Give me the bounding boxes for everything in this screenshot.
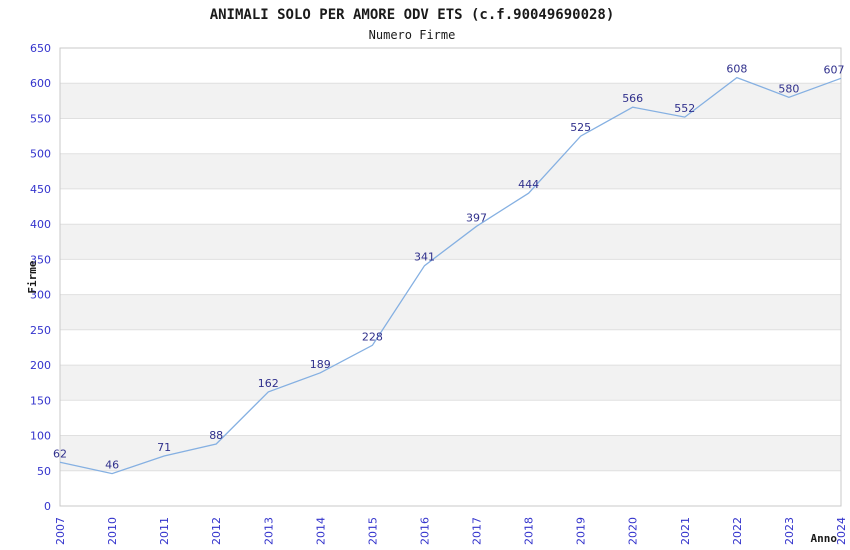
- chart-title: ANIMALI SOLO PER AMORE ODV ETS (c.f.9004…: [210, 7, 615, 23]
- x-tick-label: 2012: [210, 517, 223, 545]
- plot-band: [60, 188, 841, 225]
- x-axis-ticks: 2007 2010 2011 2012 2013 2014 2015 2016 2017 2018…: [54, 517, 848, 545]
- plot-border: [59, 47, 842, 507]
- plot-band: [60, 470, 841, 506]
- plot-band: [60, 48, 841, 84]
- data-line: [59, 76, 842, 475]
- y-tick-label: 500: [30, 148, 51, 161]
- x-tick-label: 2018: [523, 517, 536, 545]
- plot-band: [60, 400, 841, 436]
- x-tick-label: 2023: [783, 517, 796, 545]
- data-point-label: 341: [414, 251, 435, 264]
- data-point-label: 607: [824, 63, 845, 76]
- y-tick-label: 650: [30, 42, 51, 55]
- x-tick-label: 2014: [314, 517, 327, 545]
- plot-band: [60, 118, 841, 154]
- x-tick-label: 2022: [731, 517, 744, 545]
- x-tick-label: 2019: [575, 517, 588, 545]
- plot-band: [60, 224, 841, 260]
- data-point-label: 88: [209, 429, 223, 442]
- plot-band: [60, 435, 841, 471]
- y-tick-label: 150: [30, 394, 51, 407]
- data-point-label: 552: [674, 102, 695, 115]
- x-tick-label: 2024: [835, 517, 848, 545]
- y-tick-label: 550: [30, 113, 51, 126]
- data-point-label: 580: [778, 82, 799, 95]
- data-point-label: 189: [310, 358, 331, 371]
- x-tick-label: 2021: [679, 517, 692, 545]
- data-point-label: 46: [105, 459, 119, 472]
- plot-bands: [60, 48, 841, 506]
- data-point-label: 444: [518, 178, 539, 191]
- data-labels: 62 46 71 88 162 189 228 341 397 444 525 566 552 608 58…: [53, 63, 845, 472]
- data-point-label: 71: [157, 441, 171, 454]
- plot-band: [60, 365, 841, 401]
- data-point-label: 162: [258, 377, 279, 390]
- plot-band: [60, 83, 841, 119]
- x-tick-label: 2011: [158, 517, 171, 545]
- y-axis-ticks: 0 50 100 150 200 250 300 350 400 450 500 550 600 650: [30, 42, 51, 513]
- plot-band: [60, 153, 841, 189]
- data-point-label: 608: [726, 63, 747, 76]
- data-point-label: 228: [362, 330, 383, 343]
- x-tick-label: 2007: [54, 517, 67, 545]
- y-axis-title: Firme: [26, 260, 39, 293]
- plot-band: [60, 294, 841, 330]
- y-tick-label: 0: [44, 500, 51, 513]
- y-tick-label: 300: [30, 289, 51, 302]
- x-tick-label: 2010: [106, 517, 119, 545]
- chart-subtitle: Numero Firme: [369, 28, 456, 42]
- data-point-label: 62: [53, 447, 67, 460]
- y-tick-label: 450: [30, 183, 51, 196]
- x-tick-label: 2013: [262, 517, 275, 545]
- x-tick-label: 2017: [471, 517, 484, 545]
- y-tick-label: 350: [30, 253, 51, 266]
- y-tick-label: 100: [30, 430, 51, 443]
- y-tick-label: 400: [30, 218, 51, 231]
- y-tick-label: 200: [30, 359, 51, 372]
- data-point-label: 397: [466, 211, 487, 224]
- y-tick-label: 50: [37, 465, 51, 478]
- x-tick-label: 2020: [627, 517, 640, 545]
- x-tick-label: 2015: [366, 517, 379, 545]
- data-point-label: 566: [622, 92, 643, 105]
- x-axis-title: Anno: [811, 532, 838, 545]
- data-point-label: 525: [570, 121, 591, 134]
- plot-band: [60, 259, 841, 295]
- plot-band: [60, 329, 841, 365]
- x-tick-label: 2016: [419, 517, 432, 545]
- y-tick-label: 250: [30, 324, 51, 337]
- y-tick-label: 600: [30, 77, 51, 90]
